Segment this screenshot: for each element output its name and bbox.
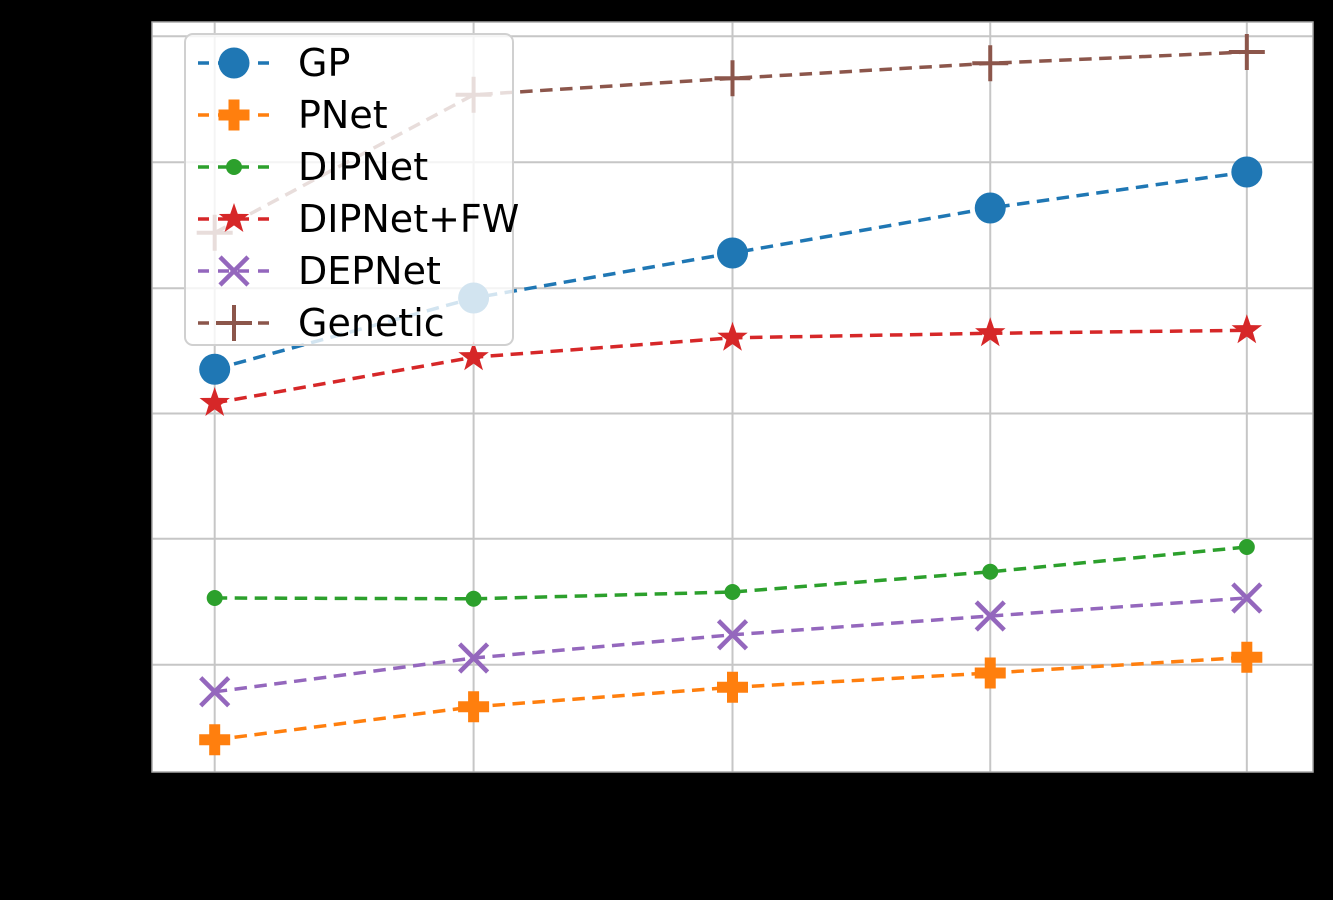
legend-box [184,33,514,346]
data-point-depnet-3 [974,600,1006,632]
data-point-dipnet-fw-3 [975,317,1006,347]
data-point-pnet-3 [974,657,1006,689]
legend-marker-0 [218,47,250,79]
data-point-dipnet-0 [206,590,223,606]
data-point-gp-2 [717,237,748,269]
legend-label-genetic: Genetic [298,301,445,345]
legend-marker-3 [218,203,250,232]
data-point-gp-3 [974,192,1006,224]
data-point-pnet-4 [1231,641,1263,673]
data-point-dipnet-fw-2 [717,321,748,351]
data-point-depnet-0 [199,676,231,708]
data-point-dipnet-fw-0 [199,387,230,416]
plot-border [151,21,1314,773]
legend-label-dipnet-fw: DIPNet+FW [298,197,519,241]
data-point-dipnet-fw-1 [458,341,489,371]
data-point-pnet-2 [717,671,748,703]
data-point-dipnet-1 [465,590,482,607]
data-point-dipnet-3 [982,563,999,580]
data-point-gp-0 [199,353,231,385]
legend-label-pnet: PNet [298,93,388,137]
data-point-dipnet-fw-4 [1231,314,1263,344]
data-point-dipnet-4 [1238,539,1255,555]
legend-marker-4 [218,255,250,287]
data-point-gp-4 [1231,156,1263,188]
data-point-depnet-4 [1231,582,1263,614]
legend-marker-2 [226,159,242,175]
legend-marker-1 [218,99,250,131]
data-point-pnet-1 [458,691,490,723]
legend-label-depnet: DEPNet [298,249,441,293]
data-point-pnet-0 [199,724,231,756]
legend-label-gp: GP [298,41,350,85]
legend-label-dipnet: DIPNet [298,145,428,189]
data-point-depnet-2 [716,619,749,651]
data-point-dipnet-2 [724,584,741,600]
data-point-depnet-1 [458,642,490,674]
series-line-dipnet [214,545,1247,601]
